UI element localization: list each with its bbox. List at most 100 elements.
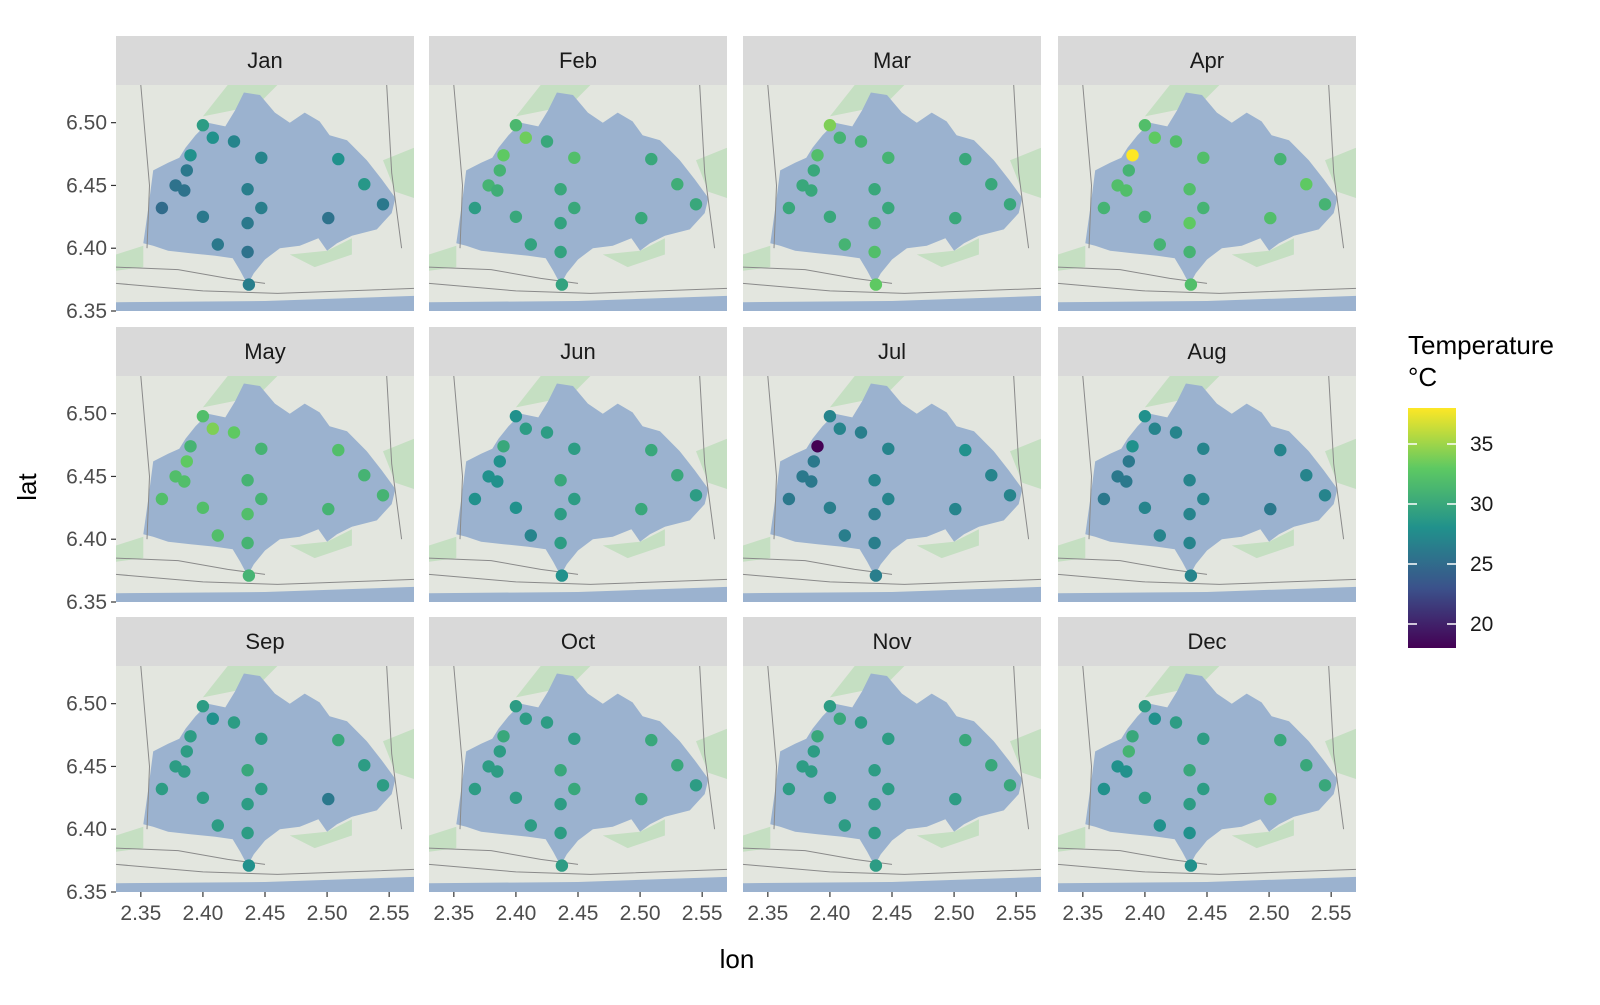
- temperature-point: [1183, 797, 1196, 811]
- x-axis-title: lon: [720, 944, 755, 974]
- facet-strip-label: May: [244, 339, 286, 364]
- facet-strip-label: Mar: [873, 48, 911, 73]
- temperature-point: [468, 201, 482, 215]
- map-road: [140, 665, 151, 830]
- temperature-point: [255, 151, 268, 164]
- temperature-point: [1183, 507, 1196, 521]
- temperature-point: [833, 422, 846, 435]
- temperature-point: [554, 216, 567, 230]
- map-road: [1057, 863, 1357, 875]
- map-sea: [1058, 586, 1356, 602]
- temperature-point: [985, 759, 998, 772]
- temperature-point: [358, 759, 371, 772]
- temperature-point: [645, 733, 658, 747]
- temperature-point: [524, 238, 537, 251]
- map-road: [428, 573, 728, 585]
- temperature-point: [554, 826, 567, 840]
- map-sea: [429, 586, 727, 602]
- map-vegetation: [916, 529, 979, 559]
- temperature-point: [255, 442, 268, 455]
- facet-panels: Jan Feb Mar Apr May Jun Jul Aug Sep Oct Nov Dec: [115, 36, 1357, 892]
- temperature-point: [1300, 469, 1313, 482]
- temperature-point: [196, 501, 210, 514]
- temperature-point: [882, 201, 895, 215]
- temperature-point: [1197, 782, 1210, 796]
- facet-strip: [429, 36, 727, 85]
- map-sea: [743, 586, 1041, 602]
- map-road: [140, 84, 151, 249]
- map-sea: [116, 876, 414, 892]
- temperature-point: [811, 440, 824, 453]
- temperature-point: [1003, 198, 1017, 211]
- temperature-point: [1184, 859, 1198, 872]
- temperature-point: [1169, 426, 1183, 439]
- y-tick-label: 6.35: [66, 591, 107, 614]
- temperature-point: [1122, 455, 1136, 468]
- temperature-point: [227, 135, 241, 148]
- x-tick-label: 2.55: [682, 902, 723, 925]
- map-road: [1328, 375, 1345, 540]
- temperature-point: [1120, 765, 1133, 778]
- facet-strip-label: Jan: [247, 48, 282, 73]
- temperature-point: [184, 440, 197, 453]
- temperature-point: [568, 151, 581, 164]
- x-tick-label: 2.45: [872, 902, 913, 925]
- temperature-point: [554, 536, 567, 550]
- temperature-point: [1183, 826, 1196, 840]
- temperature-point: [1122, 164, 1136, 177]
- x-tick-label: 2.45: [245, 902, 286, 925]
- map-lagoon: [143, 673, 396, 866]
- temperature-point: [196, 410, 210, 423]
- y-tick-label: 6.40: [66, 237, 107, 260]
- temperature-point: [635, 792, 648, 806]
- temperature-point: [206, 422, 219, 435]
- temperature-point: [949, 792, 962, 806]
- map-vegetation: [116, 826, 144, 852]
- temperature-point: [242, 859, 256, 872]
- y-tick-label: 6.50: [66, 693, 107, 716]
- x-tick-label: 2.50: [307, 902, 348, 925]
- map-road: [386, 84, 403, 249]
- temperature-point: [509, 791, 523, 804]
- temperature-point: [868, 245, 881, 259]
- map-vegetation: [743, 536, 771, 562]
- temperature-point: [493, 164, 506, 177]
- temperature-point: [568, 782, 581, 796]
- temperature-point: [322, 792, 335, 806]
- temperature-point: [807, 745, 820, 758]
- temperature-point: [1138, 700, 1152, 713]
- temperature-point: [1120, 475, 1133, 488]
- map-vegetation: [1231, 819, 1294, 849]
- temperature-point: [255, 492, 268, 506]
- facet-strip: [743, 36, 1041, 85]
- temperature-point: [178, 765, 191, 778]
- temperature-point: [882, 782, 895, 796]
- legend-ticks: 20 25 30 35: [1408, 433, 1493, 636]
- map-vegetation: [289, 529, 352, 559]
- temperature-point: [635, 502, 648, 516]
- temperature-point: [645, 443, 658, 457]
- map-road: [1082, 665, 1093, 830]
- map-vegetation: [916, 819, 979, 849]
- map-lagoon: [1085, 383, 1338, 576]
- temperature-point: [332, 733, 345, 747]
- temperature-point: [949, 502, 962, 516]
- temperature-point: [1097, 201, 1111, 215]
- y-tick-label: 6.50: [66, 403, 107, 426]
- temperature-point: [1003, 489, 1017, 502]
- temperature-point: [1183, 183, 1196, 196]
- temperature-point: [554, 507, 567, 521]
- temperature-point: [519, 712, 532, 725]
- map-vegetation: [289, 819, 352, 849]
- temperature-point: [868, 474, 881, 487]
- temperature-point: [854, 716, 868, 729]
- temperature-point: [227, 426, 241, 439]
- y-tick-label: 6.45: [66, 465, 107, 488]
- map-vegetation: [1231, 238, 1294, 268]
- temperature-point: [1183, 474, 1196, 487]
- facet-strip: [1058, 617, 1356, 666]
- x-tick-label: 2.50: [1249, 902, 1290, 925]
- temperature-point: [1097, 492, 1111, 506]
- temperature-point: [255, 782, 268, 796]
